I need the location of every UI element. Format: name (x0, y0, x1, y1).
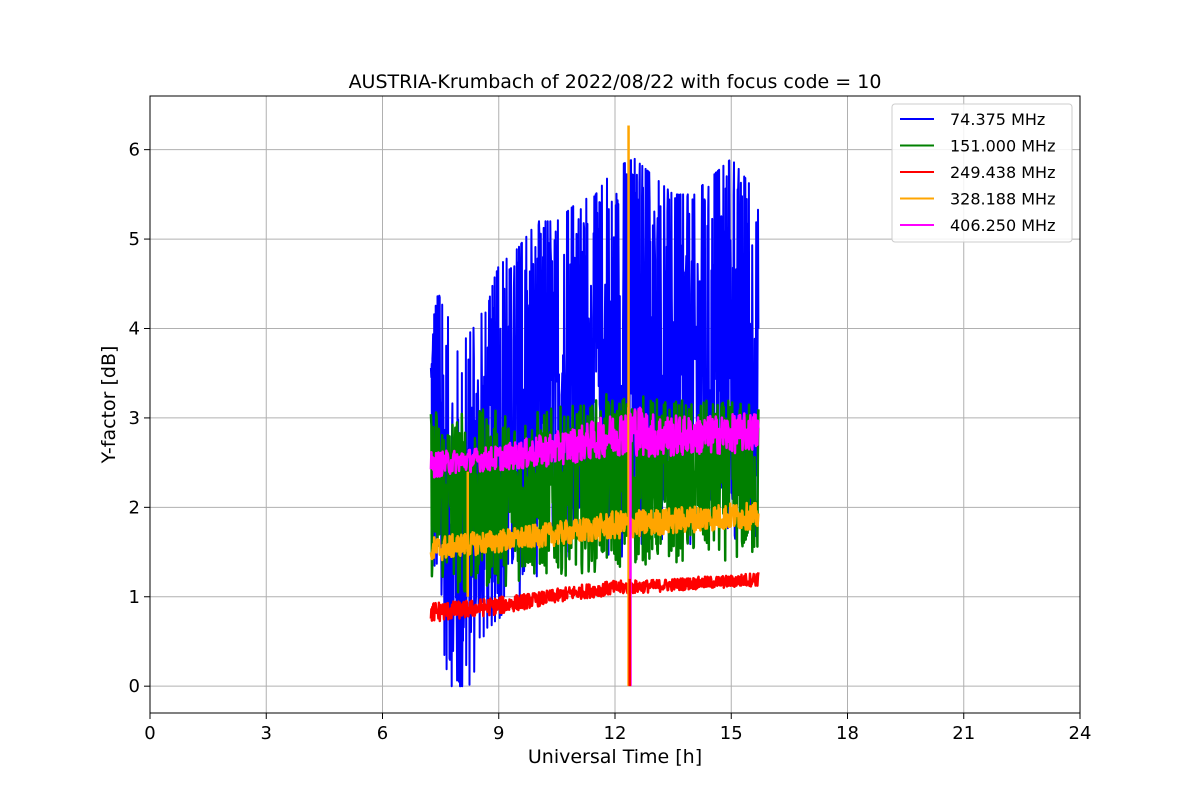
x-tick-label: 18 (836, 723, 859, 744)
series-line-5 (429, 406, 760, 479)
y-tick-label: 2 (129, 497, 140, 518)
legend-label: 406.250 MHz (950, 216, 1055, 235)
x-tick-label: 6 (377, 723, 388, 744)
y-tick-label: 6 (129, 140, 140, 161)
y-axis-label: Y-factor [dB] (98, 346, 120, 465)
y-tick-label: 4 (129, 318, 140, 339)
legend-label: 249.438 MHz (950, 163, 1055, 182)
x-tick-label: 21 (952, 723, 975, 744)
y-tick-label: 5 (129, 229, 140, 250)
legend-box (891, 103, 1073, 243)
series-layer (429, 125, 760, 688)
x-tick-label: 12 (604, 723, 627, 744)
chart-title: AUSTRIA-Krumbach of 2022/08/22 with focu… (349, 71, 882, 93)
x-tick-label: 0 (144, 723, 155, 744)
legend-label: 151.000 MHz (950, 137, 1055, 156)
x-tick-label: 3 (261, 723, 272, 744)
y-tick-label: 1 (129, 587, 140, 608)
legend: 74.375 MHz 151.000 MHz 249.438 MHz 328.188 … (891, 103, 1073, 243)
legend-label: 328.188 MHz (950, 190, 1055, 209)
x-axis-label: Universal Time [h] (528, 746, 702, 768)
x-tick-label: 24 (1069, 723, 1092, 744)
y-tick-label: 0 (129, 676, 140, 697)
y-tick-label: 3 (129, 408, 140, 429)
x-tick-label: 9 (493, 723, 504, 744)
series-line-3 (429, 572, 760, 623)
series-line-4 (429, 501, 760, 562)
x-tick-label: 15 (720, 723, 743, 744)
legend-label: 74.375 MHz (950, 110, 1045, 129)
